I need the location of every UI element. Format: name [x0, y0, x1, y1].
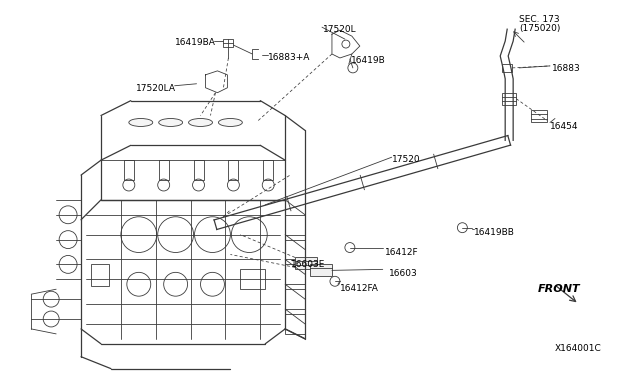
- Text: 16603: 16603: [388, 269, 417, 278]
- Bar: [295, 257, 317, 269]
- Ellipse shape: [129, 119, 153, 126]
- Ellipse shape: [189, 119, 212, 126]
- Text: SEC. 173: SEC. 173: [519, 15, 560, 24]
- Bar: [91, 264, 109, 286]
- Text: 17520L: 17520L: [323, 25, 356, 34]
- Ellipse shape: [218, 119, 243, 126]
- Text: X164001C: X164001C: [555, 344, 602, 353]
- Bar: [531, 110, 547, 122]
- Bar: [310, 264, 332, 276]
- Text: 17520LA: 17520LA: [136, 84, 175, 93]
- Text: 16419BB: 16419BB: [474, 228, 515, 237]
- Text: 16419B: 16419B: [351, 56, 386, 65]
- Bar: [285, 289, 305, 309]
- Text: 17520: 17520: [392, 155, 420, 164]
- Bar: [502, 93, 516, 105]
- Bar: [241, 269, 265, 289]
- Bar: [124, 160, 134, 180]
- Text: 16412F: 16412F: [385, 247, 419, 257]
- Text: 16412FA: 16412FA: [340, 284, 379, 293]
- Text: 16603E: 16603E: [291, 260, 326, 269]
- Text: FRONT: FRONT: [538, 284, 580, 294]
- Bar: [228, 160, 238, 180]
- Ellipse shape: [159, 119, 182, 126]
- Text: (175020): (175020): [519, 24, 561, 33]
- Bar: [263, 160, 273, 180]
- Bar: [285, 314, 305, 334]
- Bar: [159, 160, 169, 180]
- Text: 16883: 16883: [552, 64, 580, 73]
- Bar: [285, 240, 305, 259]
- Text: 16883+A: 16883+A: [268, 53, 310, 62]
- Bar: [285, 264, 305, 284]
- Text: 16454: 16454: [550, 122, 579, 131]
- Bar: [223, 39, 234, 47]
- Bar: [285, 215, 305, 235]
- Bar: [502, 64, 512, 72]
- Text: 16419BA: 16419BA: [175, 38, 216, 47]
- Bar: [193, 160, 204, 180]
